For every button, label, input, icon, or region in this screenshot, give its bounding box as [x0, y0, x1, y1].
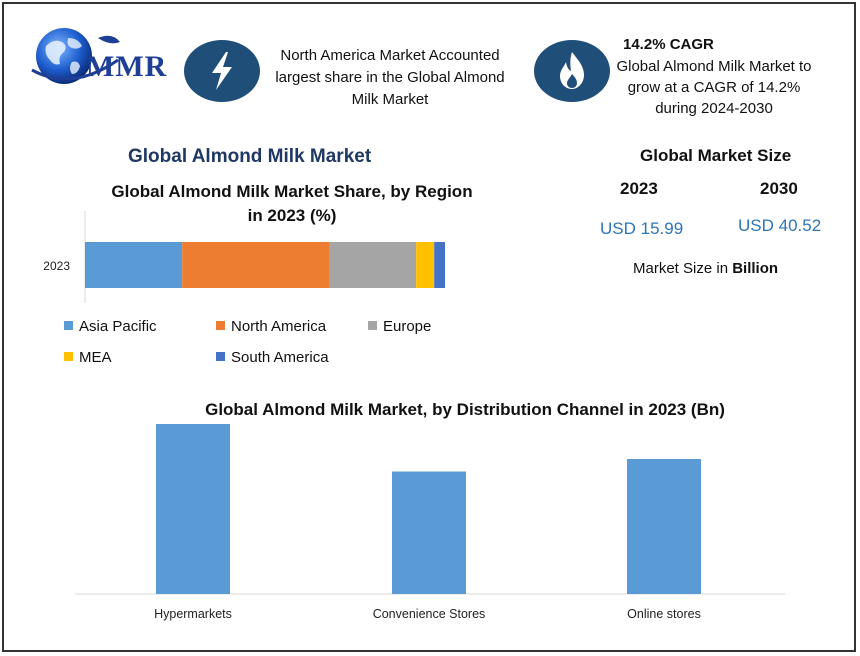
- region-bar-segment-north-america: [182, 242, 330, 288]
- legend-swatch: [64, 352, 73, 361]
- region-bar-segment-europe: [329, 242, 417, 288]
- channel-bar-online-stores: [627, 459, 701, 594]
- lightning-badge: [184, 40, 260, 102]
- region-bar-segment-asia-pacific: [85, 242, 183, 288]
- market-size-title: Global Market Size: [640, 146, 792, 165]
- legend-asia-pacific: Asia Pacific: [64, 318, 157, 335]
- market-size-note: Market Size in Billion: [633, 260, 779, 277]
- flame-icon: [560, 52, 584, 89]
- legend-swatch: [64, 321, 73, 330]
- region-share-chart: 2023: [43, 211, 445, 303]
- channel-bar-hypermarkets: [156, 424, 230, 594]
- region-chart-title: Global Almond Milk Market Share, by Regi…: [111, 182, 473, 225]
- cagr-text: Global Almond Milk Market to grow at a C…: [616, 58, 812, 117]
- channel-bar-convenience-stores: [392, 471, 466, 594]
- mmr-logo: [28, 22, 178, 92]
- channel-label-hypermarkets: Hypermarkets: [154, 607, 232, 621]
- year-2030: 2030: [760, 179, 798, 198]
- region-chart-category-label: 2023: [43, 259, 70, 273]
- legend-swatch: [216, 321, 225, 330]
- legend-swatch: [216, 352, 225, 361]
- channel-label-convenience-stores: Convenience Stores: [373, 607, 486, 621]
- legend-swatch: [368, 321, 377, 330]
- lightning-icon: [212, 52, 232, 90]
- legend-south-america: South America: [216, 349, 329, 366]
- legend-europe: Europe: [368, 318, 431, 335]
- flame-badge: [534, 40, 610, 102]
- region-bar-segment-mea: [416, 242, 435, 288]
- north-america-text: North America Market Accounted largest s…: [275, 47, 505, 108]
- channel-label-online-stores: Online stores: [627, 607, 701, 621]
- legend-north-america: North America: [216, 318, 326, 335]
- distribution-channel-chart: Hypermarkets Convenience Stores Online s…: [75, 424, 785, 621]
- main-title: Global Almond Milk Market: [128, 146, 372, 167]
- logo-text: MMR: [86, 50, 168, 83]
- year-2023: 2023: [620, 179, 658, 198]
- legend-mea: MEA: [64, 349, 112, 366]
- cagr-title: 14.2% CAGR: [623, 36, 714, 53]
- value-2023: USD 15.99: [600, 219, 684, 238]
- value-2030: USD 40.52: [738, 216, 822, 235]
- globe-icon: [31, 28, 120, 84]
- channel-chart-title: Global Almond Milk Market, by Distributi…: [205, 400, 725, 419]
- region-bar-segment-south-america: [434, 242, 445, 288]
